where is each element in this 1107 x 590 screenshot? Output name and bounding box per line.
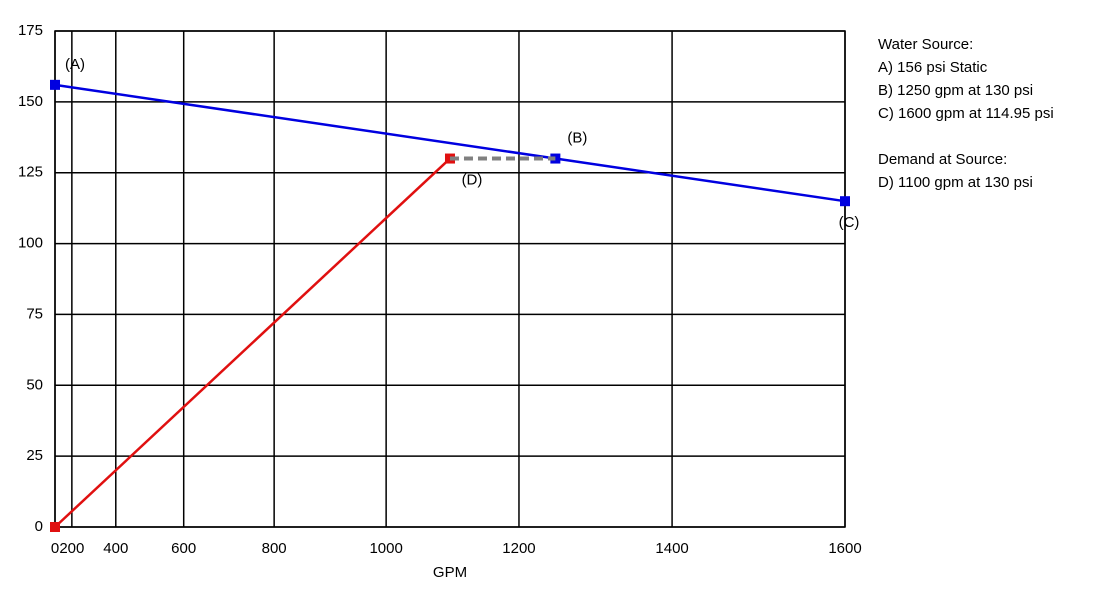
x-axis-label: GPM — [433, 564, 467, 581]
plot-frame — [54, 30, 846, 528]
x-tick-label: 1600 — [828, 540, 861, 557]
point-label: (A) — [65, 56, 85, 73]
x-tick-label: 1000 — [369, 540, 402, 557]
x-tick-label: 0 — [51, 540, 59, 557]
y-tick-label: 0 — [35, 518, 43, 535]
x-tick-label: 600 — [171, 540, 196, 557]
note-line: C) 1600 gpm at 114.95 psi — [878, 105, 1054, 122]
point-label: (B) — [567, 130, 587, 147]
y-tick-label: 25 — [26, 447, 43, 464]
note-line: B) 1250 gpm at 130 psi — [878, 82, 1033, 99]
note-line: A) 156 psi Static — [878, 59, 988, 76]
x-tick-label: 400 — [103, 540, 128, 557]
series-line — [54, 157, 451, 528]
point-marker — [840, 196, 850, 207]
y-tick-label: 100 — [18, 235, 43, 252]
note-heading: Demand at Source: — [878, 151, 1007, 168]
x-tick-label: 1400 — [655, 540, 688, 557]
point-marker — [50, 79, 60, 90]
point-marker — [50, 522, 60, 532]
y-tick-label: 125 — [18, 164, 43, 181]
note-line: D) 1100 gpm at 130 psi — [878, 174, 1033, 191]
x-tick-label: 200 — [59, 540, 84, 557]
point-label: (D) — [462, 172, 483, 189]
x-tick-label: 800 — [262, 540, 287, 557]
y-tick-label: 150 — [18, 93, 43, 110]
x-tick-label: 1200 — [502, 540, 535, 557]
y-tick-label: 175 — [18, 22, 43, 39]
y-tick-label: 75 — [26, 305, 43, 322]
y-tick-label: 50 — [26, 376, 43, 393]
point-label: (C) — [839, 214, 860, 231]
note-heading: Water Source: — [878, 36, 973, 53]
